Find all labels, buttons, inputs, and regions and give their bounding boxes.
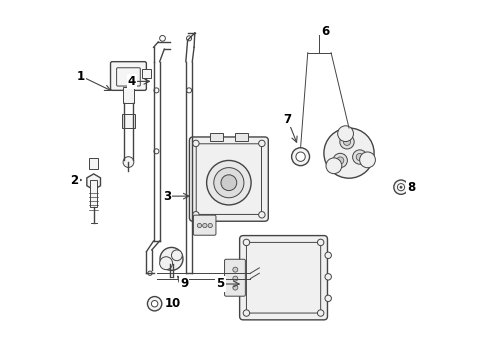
Circle shape (147, 297, 162, 311)
Circle shape (333, 153, 347, 168)
Text: 3: 3 (163, 190, 171, 203)
Text: 5: 5 (217, 278, 225, 291)
Bar (235, 134, 247, 141)
Circle shape (151, 301, 158, 307)
Text: 7: 7 (283, 113, 292, 126)
Circle shape (160, 257, 172, 270)
Polygon shape (87, 174, 100, 190)
Circle shape (197, 224, 201, 228)
Circle shape (337, 157, 344, 164)
FancyBboxPatch shape (194, 215, 216, 235)
Circle shape (326, 158, 342, 174)
Circle shape (343, 138, 350, 145)
Circle shape (214, 168, 244, 198)
Circle shape (193, 212, 199, 218)
Bar (90, 180, 97, 207)
Circle shape (397, 184, 405, 191)
Circle shape (318, 310, 324, 316)
Circle shape (207, 161, 251, 205)
Bar (142, 69, 151, 78)
Circle shape (123, 157, 134, 167)
FancyBboxPatch shape (111, 62, 147, 90)
Text: 2: 2 (71, 174, 79, 186)
Circle shape (353, 150, 367, 164)
Circle shape (340, 135, 354, 149)
Circle shape (356, 153, 364, 161)
Circle shape (233, 267, 238, 272)
Text: 10: 10 (165, 297, 181, 310)
Circle shape (394, 180, 408, 194)
Bar (89, 158, 98, 169)
Circle shape (292, 148, 310, 166)
Circle shape (400, 186, 402, 188)
Circle shape (296, 152, 305, 161)
Text: 6: 6 (321, 25, 330, 38)
Circle shape (172, 250, 182, 261)
FancyBboxPatch shape (240, 235, 327, 320)
Text: 1: 1 (77, 69, 85, 82)
Bar (122, 114, 135, 128)
Bar (123, 87, 134, 103)
Circle shape (203, 224, 207, 228)
Circle shape (221, 175, 237, 190)
Text: 4: 4 (128, 75, 136, 88)
Circle shape (233, 276, 238, 281)
Circle shape (324, 128, 374, 178)
Bar (210, 134, 223, 141)
Circle shape (208, 224, 212, 228)
FancyBboxPatch shape (190, 137, 269, 221)
Text: 9: 9 (180, 278, 188, 291)
Circle shape (360, 152, 375, 168)
Circle shape (325, 274, 331, 280)
FancyBboxPatch shape (224, 259, 245, 296)
Circle shape (193, 140, 199, 147)
Circle shape (325, 252, 331, 258)
Circle shape (325, 295, 331, 302)
Circle shape (259, 140, 265, 147)
Circle shape (318, 239, 324, 246)
Circle shape (338, 126, 353, 141)
Circle shape (243, 239, 250, 246)
Text: 8: 8 (408, 181, 416, 194)
Circle shape (243, 310, 250, 316)
Circle shape (259, 212, 265, 218)
Circle shape (233, 285, 238, 290)
Circle shape (160, 247, 183, 270)
